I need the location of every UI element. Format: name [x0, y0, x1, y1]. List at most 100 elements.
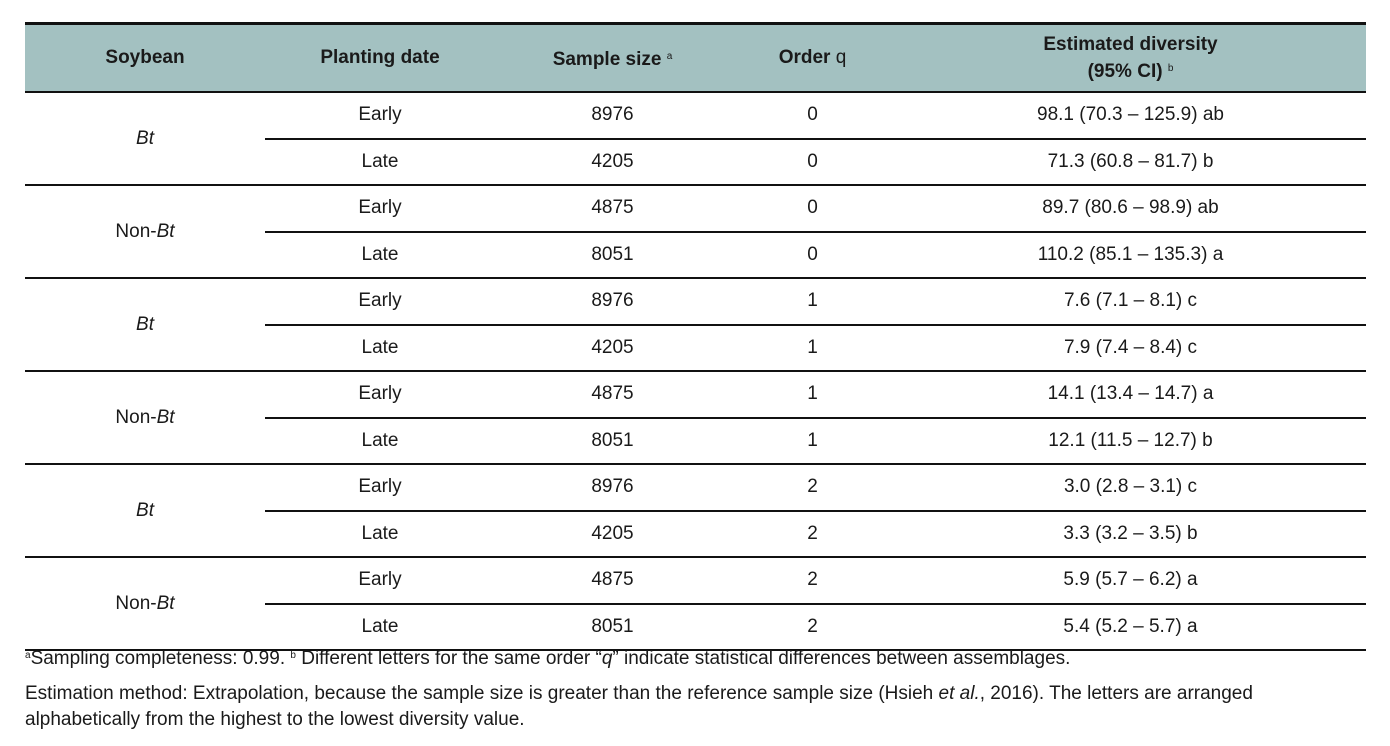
- header-text: Planting date: [320, 47, 440, 68]
- footnote-text: ” indicate statistical differences betwe…: [612, 648, 1071, 669]
- cell-text: 7.9 (7.4 – 8.4) c: [1063, 336, 1198, 358]
- header-text: (95% CI): [1087, 60, 1163, 82]
- table-cell: 0: [730, 185, 895, 233]
- header-cell: Estimated diversity (95% CI) b: [895, 22, 1366, 93]
- table-row: Late 4205 1 7.9 (7.4 – 8.4) c: [25, 324, 1366, 372]
- cell-text: 5.4 (5.2 – 5.7) a: [1063, 615, 1198, 637]
- cell-text: Late: [361, 429, 399, 451]
- cell-text: 5.9 (5.7 – 6.2) a: [1063, 569, 1198, 591]
- table-cell: 4875: [495, 371, 730, 419]
- table-cell: 8051: [495, 417, 730, 465]
- cell-text: 8051: [591, 615, 634, 637]
- cell-text: Early: [358, 197, 402, 219]
- footnote-marker: a: [666, 50, 673, 62]
- table-row: Non-Bt Early 4875 1 14.1 (13.4 – 14.7) a: [25, 371, 1366, 465]
- footnote-text: q: [601, 648, 613, 669]
- header-text: Sample size: [552, 48, 662, 70]
- table-cell: 1: [730, 417, 895, 465]
- footnote-text: a: [25, 650, 31, 661]
- table-cell: 1: [730, 371, 895, 419]
- table-row: Late 8051 1 12.1 (11.5 – 12.7) b: [25, 417, 1366, 465]
- table-row: Bt Early 8976 2 3.0 (2.8 – 3.1) c: [25, 464, 1366, 558]
- header-text: Order: [778, 47, 831, 68]
- table-cell: Early: [265, 92, 495, 140]
- table-cell: 8051: [495, 231, 730, 279]
- table-cell: 8976: [495, 278, 730, 326]
- table-cell: 3.3 (3.2 – 3.5) b: [895, 510, 1366, 558]
- table-cell: Late: [265, 231, 495, 279]
- table-cell: Early: [265, 371, 495, 419]
- soybean-text: Non-: [115, 220, 157, 242]
- table-cell: 7.9 (7.4 – 8.4) c: [895, 324, 1366, 372]
- header-text: Soybean: [105, 47, 185, 68]
- cell-text: 3.3 (3.2 – 3.5) b: [1063, 522, 1198, 544]
- cell-text: 110.2 (85.1 – 135.3) a: [1037, 243, 1224, 265]
- soybean-text: Non-: [115, 406, 157, 428]
- cell-text: Early: [358, 290, 402, 312]
- table-row: Non-Bt Early 4875 0 89.7 (80.6 – 98.9) ab: [25, 185, 1366, 279]
- cell-text: 0: [807, 197, 818, 219]
- table-cell: 4205: [495, 510, 730, 558]
- cell-text: 4205: [591, 336, 634, 358]
- cell-text: 4205: [591, 150, 634, 172]
- footnote-text: Sampling completeness: 0.99.: [30, 648, 291, 669]
- cell-text: 2: [807, 476, 818, 498]
- footnote-text: Estimation method: Extrapolation, becaus…: [25, 683, 939, 704]
- table-cell: 3.0 (2.8 – 3.1) c: [895, 464, 1366, 512]
- table-cell: 110.2 (85.1 – 135.3) a: [895, 231, 1366, 279]
- table-cell: 8051: [495, 603, 730, 651]
- soybean-cell: Bt: [25, 92, 265, 186]
- cell-text: 1: [807, 290, 818, 312]
- soybean-italic: Bt: [136, 127, 154, 149]
- table-row: Non-Bt Early 4875 2 5.9 (5.7 – 6.2) a: [25, 557, 1366, 651]
- table-row: Bt Early 8976 0 98.1 (70.3 – 125.9) ab: [25, 92, 1366, 186]
- table-row: Late 4205 0 71.3 (60.8 – 81.7) b: [25, 138, 1366, 186]
- cell-text: 1: [807, 336, 818, 358]
- table-row: Late 8051 2 5.4 (5.2 – 5.7) a: [25, 603, 1366, 651]
- table-cell: Late: [265, 603, 495, 651]
- table-cell: 4205: [495, 324, 730, 372]
- table-row: Late 4205 2 3.3 (3.2 – 3.5) b: [25, 510, 1366, 558]
- header-cell: Sample size a: [495, 22, 730, 93]
- table-cell: 12.1 (11.5 – 12.7) b: [895, 417, 1366, 465]
- table-cell: 71.3 (60.8 – 81.7) b: [895, 138, 1366, 186]
- table-cell: Early: [265, 557, 495, 605]
- cell-text: Early: [358, 569, 402, 591]
- header-row: Soybean Planting date Sample size a Orde…: [25, 22, 1366, 93]
- cell-text: Late: [361, 522, 399, 544]
- table-cell: 8976: [495, 92, 730, 140]
- cell-text: Late: [361, 150, 399, 172]
- table-cell: 5.4 (5.2 – 5.7) a: [895, 603, 1366, 651]
- cell-text: 1: [807, 429, 818, 451]
- soybean-italic: Bt: [136, 313, 154, 335]
- soybean-cell: Non-Bt: [25, 557, 265, 651]
- table-cell: 14.1 (13.4 – 14.7) a: [895, 371, 1366, 419]
- cell-text: 2: [807, 615, 818, 637]
- footnote-text: Different letters for the same order “: [295, 648, 602, 669]
- soybean-cell: Bt: [25, 464, 265, 558]
- cell-text: 0: [807, 150, 818, 172]
- diversity-table: Soybean Planting date Sample size a Orde…: [25, 22, 1366, 651]
- soybean-text: Non-: [115, 592, 157, 614]
- table-cell: 2: [730, 464, 895, 512]
- soybean-italic: Bt: [156, 220, 175, 242]
- soybean-cell: Bt: [25, 278, 265, 372]
- table-cell: 4875: [495, 185, 730, 233]
- header-text: Estimated diversity: [1043, 33, 1218, 55]
- cell-text: Late: [361, 615, 399, 637]
- soybean-italic: Bt: [156, 592, 175, 614]
- soybean-italic: Bt: [156, 406, 175, 428]
- table-cell: Late: [265, 510, 495, 558]
- table-cell: 1: [730, 278, 895, 326]
- cell-text: 3.0 (2.8 – 3.1) c: [1063, 476, 1198, 498]
- table-cell: Early: [265, 185, 495, 233]
- cell-text: 8976: [591, 290, 634, 312]
- footnotes: aSampling completeness: 0.99. b Differen…: [25, 643, 1370, 742]
- cell-text: Late: [361, 336, 399, 358]
- footnote-text: , 2016). The letters are arranged alphab…: [25, 683, 1253, 730]
- table-cell: 0: [730, 231, 895, 279]
- soybean-cell: Non-Bt: [25, 185, 265, 279]
- cell-text: 4205: [591, 522, 634, 544]
- cell-text: 4875: [591, 569, 634, 591]
